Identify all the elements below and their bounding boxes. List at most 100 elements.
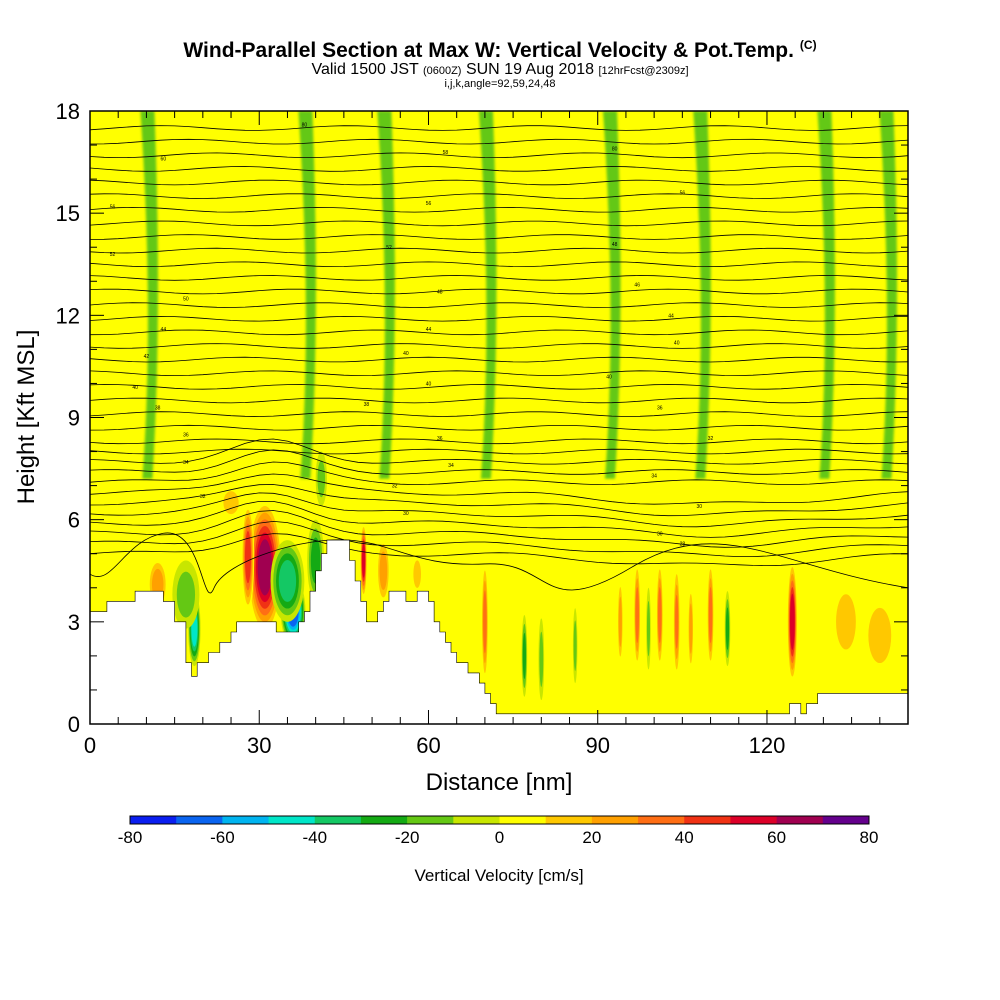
isentrope-line bbox=[90, 484, 908, 517]
velocity-streak bbox=[693, 111, 711, 479]
colorbar-swatch bbox=[130, 816, 177, 824]
velocity-streak bbox=[879, 111, 897, 479]
isentrope-label: 46 bbox=[634, 283, 640, 289]
isentrope-label: 34 bbox=[448, 463, 454, 469]
isentrope-label: 36 bbox=[437, 436, 443, 442]
isentrope-label: 38 bbox=[155, 405, 161, 411]
colorbar-tick-label: 60 bbox=[767, 828, 786, 847]
velocity-cell bbox=[725, 607, 730, 650]
isentrope-line bbox=[90, 179, 908, 186]
velocity-cell bbox=[362, 543, 366, 578]
x-tick-label: 30 bbox=[247, 733, 271, 758]
isentrope-line bbox=[90, 356, 908, 363]
isentrope-line bbox=[90, 473, 908, 505]
isentrope-line bbox=[90, 532, 908, 594]
isentrope-line bbox=[90, 234, 908, 240]
isentrope-label: 30 bbox=[696, 504, 702, 510]
y-tick-label: 6 bbox=[68, 508, 80, 533]
velocity-cell bbox=[539, 631, 544, 687]
velocity-cell bbox=[317, 460, 326, 498]
isentrope-label: 40 bbox=[674, 341, 680, 347]
isentrope-label: 30 bbox=[657, 531, 663, 537]
colorbar-swatch bbox=[822, 816, 870, 824]
isentrope-line bbox=[90, 438, 908, 465]
valid-prefix: Valid 1500 JST bbox=[311, 61, 419, 78]
colorbar-tick-label: -60 bbox=[210, 828, 235, 847]
isentrope-label: 56 bbox=[426, 201, 432, 207]
x-tick-label: 120 bbox=[749, 733, 786, 758]
colorbar bbox=[129, 815, 870, 825]
isentrope-label: 32 bbox=[392, 484, 398, 490]
isentrope-label: 40 bbox=[132, 385, 138, 391]
isentrope-label: 80 bbox=[302, 123, 308, 129]
colorbar-tick-label: -20 bbox=[395, 828, 420, 847]
isentrope-line bbox=[90, 397, 908, 404]
velocity-streak bbox=[783, 111, 802, 479]
grid-info: i,j,k,angle=92,59,24,48 bbox=[444, 78, 556, 90]
isentrope-line bbox=[90, 288, 908, 295]
x-axis-label: Distance [nm] bbox=[426, 769, 573, 796]
isentrope-line bbox=[90, 315, 908, 322]
isentrope-label: 38 bbox=[364, 402, 370, 408]
colorbar-swatch bbox=[360, 816, 408, 824]
y-tick-label: 3 bbox=[68, 610, 80, 635]
isentrope-label: 30 bbox=[403, 511, 409, 517]
isentrope-line bbox=[90, 138, 908, 145]
valid-utc: (0600Z) bbox=[422, 65, 462, 77]
y-tick-label: 12 bbox=[56, 303, 80, 328]
colorbar-tick-label: 20 bbox=[582, 828, 601, 847]
colorbar-swatch bbox=[638, 816, 685, 824]
terrain bbox=[90, 539, 908, 724]
velocity-streak bbox=[557, 111, 576, 479]
x-tick-label: 90 bbox=[585, 733, 609, 758]
isentrope-label: 40 bbox=[606, 375, 612, 381]
colorbar-title: Vertical Velocity [cm/s] bbox=[414, 866, 583, 885]
isentrope-line bbox=[90, 520, 908, 557]
isentrope-label: 40 bbox=[403, 351, 409, 357]
velocity-cell bbox=[689, 603, 693, 654]
y-axis-label: Height [Kft MSL] bbox=[13, 330, 40, 505]
isentrope-line bbox=[90, 125, 908, 131]
velocity-streak bbox=[405, 111, 424, 479]
velocity-streak bbox=[162, 111, 181, 479]
isentrope-line bbox=[90, 247, 908, 254]
velocity-cell bbox=[278, 560, 297, 602]
velocity-cell bbox=[522, 632, 526, 680]
velocity-cell bbox=[868, 607, 892, 664]
y-tick-label: 18 bbox=[56, 99, 80, 124]
colorbar-tick-label: -80 bbox=[118, 828, 143, 847]
velocity-streak bbox=[445, 111, 463, 479]
colorbar-tick-label: 0 bbox=[495, 828, 504, 847]
isentrope-label: 34 bbox=[183, 460, 189, 466]
isentrope-line bbox=[90, 329, 908, 336]
isentrope-label: 52 bbox=[110, 252, 116, 258]
isentrope-label: 80 bbox=[612, 146, 618, 152]
valid-date: SUN 19 Aug 2018 bbox=[465, 61, 595, 78]
velocity-streak bbox=[478, 111, 497, 479]
isentrope-line bbox=[90, 275, 908, 281]
x-tick-label: 60 bbox=[416, 733, 440, 758]
velocity-cell bbox=[635, 587, 639, 643]
isentrope-label: 36 bbox=[657, 405, 663, 411]
isentrope-line bbox=[90, 302, 908, 308]
isentrope-contours bbox=[90, 125, 908, 594]
isentrope-line bbox=[90, 411, 908, 417]
velocity-streak bbox=[298, 111, 316, 479]
velocity-cell bbox=[836, 594, 856, 650]
colorbar-swatch bbox=[730, 816, 778, 824]
colorbar-swatch bbox=[268, 816, 316, 824]
isentrope-line bbox=[90, 193, 908, 199]
axis-ticks bbox=[89, 110, 909, 725]
x-tick-label: 0 bbox=[84, 733, 96, 758]
isentrope-label: 42 bbox=[144, 354, 150, 360]
isentrope-label: 32 bbox=[708, 436, 714, 442]
velocity-streak bbox=[817, 111, 835, 479]
colorbar-swatch bbox=[407, 816, 454, 824]
velocity-cell bbox=[244, 530, 251, 584]
plot-background bbox=[90, 111, 908, 724]
colorbar-swatch bbox=[453, 816, 500, 824]
chart-title-units: (C) bbox=[799, 38, 817, 52]
isentrope-label: 44 bbox=[668, 313, 674, 319]
isentrope-line bbox=[90, 448, 908, 455]
velocity-streak bbox=[856, 111, 875, 479]
